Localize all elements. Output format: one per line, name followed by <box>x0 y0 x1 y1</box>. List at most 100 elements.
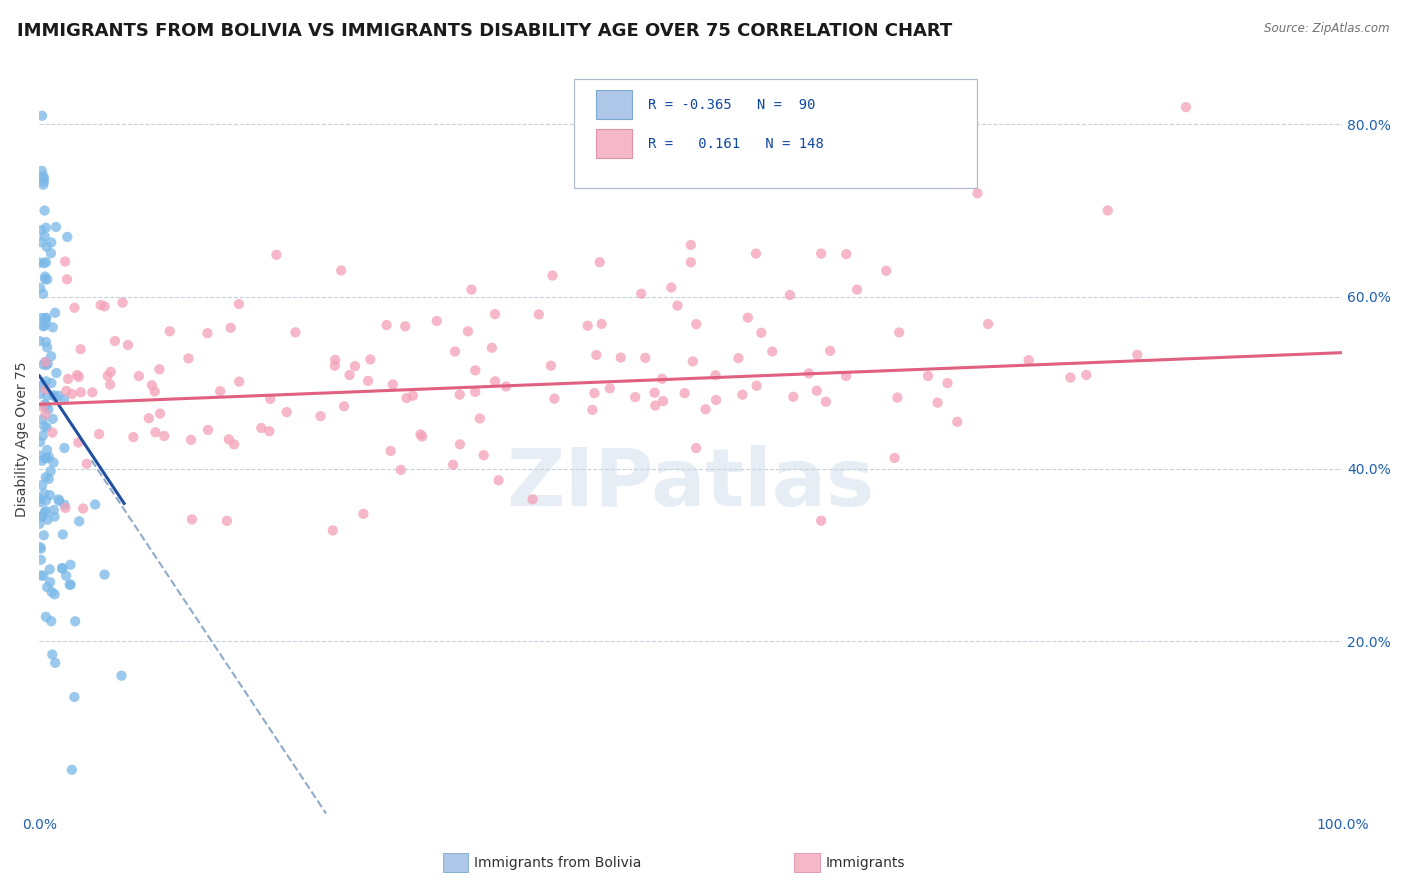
Point <box>35 420 58 434</box>
Point <box>34 311 56 326</box>
Point <box>149 407 172 421</box>
Point <box>32 178 55 192</box>
Point <box>457 324 479 338</box>
Point <box>581 402 603 417</box>
Point <box>31 412 53 426</box>
Point <box>34 399 56 413</box>
Point <box>39 464 62 478</box>
Text: Immigrants: Immigrants <box>825 855 905 870</box>
Point <box>39 614 62 628</box>
Point <box>652 394 675 409</box>
Point <box>540 359 562 373</box>
Point <box>90 298 112 312</box>
Point <box>610 351 633 365</box>
Point <box>34 272 56 286</box>
Point <box>34 506 56 520</box>
Point <box>522 492 544 507</box>
Point <box>737 310 759 325</box>
Point <box>56 372 79 386</box>
Point <box>28 255 51 269</box>
Point <box>810 246 832 260</box>
Point <box>745 246 768 260</box>
Point <box>38 472 60 486</box>
Point <box>309 409 332 424</box>
Point <box>41 585 63 599</box>
Point <box>917 368 939 383</box>
Point <box>464 384 486 399</box>
Point <box>449 437 471 451</box>
Point <box>35 451 58 466</box>
Point <box>218 433 240 447</box>
Point <box>51 561 73 575</box>
Point <box>583 386 606 401</box>
Point <box>35 220 58 235</box>
Point <box>111 295 134 310</box>
Text: R =   0.161   N = 148: R = 0.161 N = 148 <box>648 136 824 151</box>
Point <box>779 288 801 302</box>
FancyBboxPatch shape <box>596 90 633 119</box>
Point <box>30 553 52 567</box>
Point <box>946 415 969 429</box>
Point <box>44 587 66 601</box>
Point <box>34 382 56 396</box>
Point <box>449 387 471 401</box>
Point <box>481 341 503 355</box>
Point <box>53 254 76 268</box>
Point <box>389 463 412 477</box>
Point <box>66 368 89 382</box>
Point <box>441 458 464 472</box>
Point <box>197 326 219 341</box>
Point <box>38 562 60 576</box>
Point <box>495 379 517 393</box>
Point <box>381 377 404 392</box>
Point <box>644 399 666 413</box>
Point <box>39 235 62 250</box>
Point <box>30 540 52 554</box>
Point <box>48 492 70 507</box>
Point <box>100 365 122 379</box>
Point <box>464 363 486 377</box>
Point <box>927 395 949 409</box>
Point <box>666 299 689 313</box>
Point <box>323 352 346 367</box>
Point <box>34 504 56 518</box>
Point <box>34 229 56 244</box>
Point <box>52 527 75 541</box>
Point <box>395 391 418 405</box>
Point <box>460 283 482 297</box>
Point <box>98 377 121 392</box>
Point <box>966 186 988 201</box>
Point <box>37 442 59 457</box>
Point <box>30 235 52 250</box>
Point <box>782 390 804 404</box>
Point <box>32 528 55 542</box>
Point <box>375 318 398 332</box>
Point <box>35 334 58 349</box>
Y-axis label: Disability Age Over 75: Disability Age Over 75 <box>15 361 30 516</box>
Point <box>31 400 53 414</box>
Point <box>37 580 59 594</box>
Point <box>141 378 163 392</box>
Point <box>284 326 307 340</box>
Point <box>1097 203 1119 218</box>
Point <box>31 428 53 442</box>
Point <box>886 391 908 405</box>
Point <box>177 351 200 366</box>
Point <box>527 307 550 321</box>
Point <box>34 269 56 284</box>
Point <box>35 240 58 254</box>
Point <box>37 402 59 417</box>
Point <box>53 392 76 407</box>
Point <box>37 389 59 403</box>
Point <box>330 263 353 277</box>
Point <box>35 609 58 624</box>
Point <box>32 358 55 372</box>
Point <box>323 359 346 373</box>
Point <box>31 164 53 178</box>
Point <box>32 379 55 393</box>
Point <box>468 411 491 425</box>
Point <box>148 362 170 376</box>
Point <box>35 310 58 325</box>
Point <box>704 392 727 407</box>
Point <box>484 307 506 321</box>
